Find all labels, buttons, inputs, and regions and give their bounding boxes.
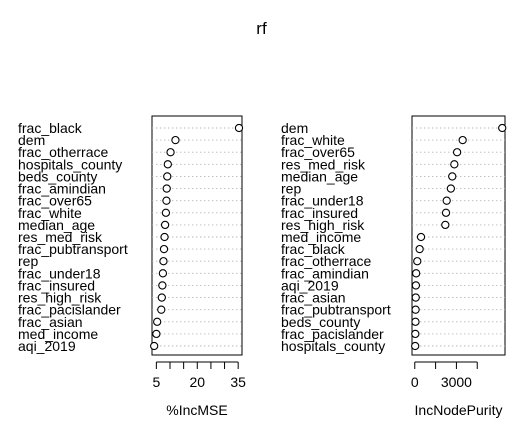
- data-point: [415, 244, 424, 254]
- data-point: [160, 220, 170, 230]
- chart-title: rf: [256, 19, 267, 38]
- data-point: [161, 208, 171, 217]
- incnodepurity-panel: demfrac_whitefrac_over65res_med_riskmedi…: [281, 115, 507, 418]
- incmse-panel: frac_blackdemfrac_otherracehospitals_cou…: [18, 115, 246, 418]
- data-point: [159, 244, 169, 254]
- category-label: frac_white: [281, 132, 345, 148]
- data-point: [411, 329, 420, 339]
- category-label: frac_black: [18, 120, 83, 136]
- data-point: [411, 293, 420, 302]
- data-point: [411, 281, 421, 290]
- category-label: frac_pubtransport: [281, 302, 391, 318]
- data-point: [157, 305, 166, 314]
- data-point: [412, 269, 421, 278]
- x-tick-label: 20: [189, 374, 205, 390]
- category-label: frac_black: [281, 241, 346, 257]
- data-point: [413, 257, 422, 266]
- category-label: frac_white: [18, 205, 82, 221]
- category-label: hospitals_county: [281, 338, 385, 354]
- data-point: [166, 148, 175, 157]
- data-point: [157, 293, 166, 302]
- category-label: frac_under18: [18, 265, 101, 281]
- data-point: [162, 196, 171, 205]
- category-label: rep: [281, 181, 301, 197]
- data-point: [458, 135, 467, 145]
- category-label: frac_over65: [18, 193, 92, 209]
- category-label: frac_under18: [281, 193, 364, 209]
- data-point: [158, 269, 168, 278]
- category-label: frac_pubtransport: [18, 241, 128, 257]
- category-label: beds_county: [281, 314, 360, 330]
- data-point: [234, 123, 244, 133]
- data-point: [163, 172, 172, 181]
- data-point: [450, 160, 459, 169]
- x-tick-label: 0: [411, 374, 419, 390]
- category-label: frac_otherrace: [281, 253, 371, 269]
- data-point: [448, 172, 457, 181]
- category-label: res_med_risk: [18, 229, 103, 245]
- category-label: med_income: [281, 229, 361, 245]
- category-label: frac_pacislander: [281, 326, 384, 342]
- data-point: [442, 196, 451, 205]
- category-label: frac_otherrace: [18, 144, 108, 160]
- plot-frame: [411, 115, 506, 356]
- category-label: aqi_2019: [281, 277, 339, 293]
- category-label: res_high_risk: [281, 217, 365, 233]
- x-tick-label: 5: [152, 374, 160, 390]
- data-point: [152, 329, 161, 339]
- category-label: frac_amindian: [18, 181, 106, 197]
- category-label: res_med_risk: [281, 156, 366, 172]
- data-point: [163, 160, 172, 169]
- data-point: [158, 281, 167, 290]
- category-label: frac_amindian: [281, 265, 369, 281]
- category-label: frac_over65: [281, 144, 355, 160]
- category-label: med_income: [18, 326, 98, 342]
- data-point: [150, 341, 159, 351]
- data-point: [441, 220, 450, 230]
- data-point: [171, 135, 180, 145]
- x-axis-title: %IncMSE: [166, 402, 227, 418]
- data-point: [153, 317, 162, 326]
- category-label: rep: [18, 253, 38, 269]
- x-tick-label: 35: [230, 374, 246, 390]
- category-label: res_high_risk: [18, 290, 102, 306]
- category-label: median_age: [18, 217, 95, 233]
- x-axis-title: IncNodePurity: [415, 402, 503, 418]
- category-label: hospitals_county: [18, 156, 122, 172]
- data-point: [159, 257, 168, 266]
- data-point: [441, 208, 451, 217]
- data-point: [416, 232, 426, 242]
- data-point: [411, 305, 420, 314]
- category-label: frac_pacislander: [18, 302, 121, 318]
- category-label: beds_county: [18, 168, 97, 184]
- data-point: [162, 184, 171, 193]
- data-point: [411, 341, 420, 351]
- plot-frame: [151, 115, 243, 356]
- data-point: [411, 317, 420, 326]
- category-label: dem: [281, 120, 308, 136]
- data-point: [160, 232, 169, 242]
- category-label: frac_asian: [281, 290, 346, 306]
- category-label: median_age: [281, 168, 358, 184]
- category-label: frac_insured: [18, 277, 95, 293]
- category-label: aqi_2019: [18, 338, 76, 354]
- category-label: frac_insured: [281, 205, 358, 221]
- category-label: dem: [18, 132, 45, 148]
- data-point: [498, 123, 507, 133]
- category-label: frac_asian: [18, 314, 83, 330]
- data-point: [446, 184, 456, 193]
- x-tick-label: 3000: [441, 374, 472, 390]
- data-point: [452, 148, 462, 157]
